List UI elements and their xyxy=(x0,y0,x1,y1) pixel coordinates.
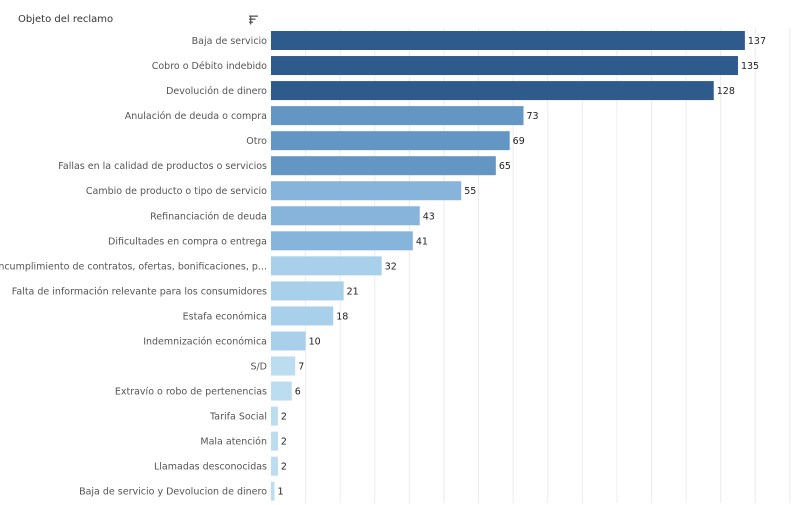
category-label: Mala atención xyxy=(200,437,267,448)
category-label: Anulación de deuda o compra xyxy=(125,111,267,122)
gridlines xyxy=(305,28,791,503)
category-label: Incumplimiento de contratos, ofertas, bo… xyxy=(0,261,267,272)
value-label: 10 xyxy=(309,336,321,347)
category-label: Indemnización económica xyxy=(143,336,267,347)
bar[interactable] xyxy=(271,31,745,50)
bar[interactable] xyxy=(271,131,510,151)
bar[interactable] xyxy=(271,481,275,501)
chart-header-title: Objeto del reclamo xyxy=(18,14,114,25)
value-label: 137 xyxy=(748,36,766,47)
bar[interactable] xyxy=(271,231,413,251)
category-label: Cambio de producto o tipo de servicio xyxy=(86,186,267,197)
value-label: 2 xyxy=(281,462,287,473)
bar[interactable] xyxy=(271,331,306,351)
value-label: 1 xyxy=(277,487,283,498)
bar[interactable] xyxy=(271,256,382,276)
category-label: Fallas en la calidad de productos o serv… xyxy=(58,161,267,172)
value-label: 128 xyxy=(717,86,735,97)
bar[interactable] xyxy=(271,56,738,76)
bar[interactable] xyxy=(271,181,462,201)
value-label: 41 xyxy=(416,236,428,247)
value-label: 55 xyxy=(464,186,476,197)
category-label: Refinanciación de deuda xyxy=(150,211,267,222)
bar[interactable] xyxy=(271,106,524,126)
category-label: Dificultades en compra o entrega xyxy=(108,236,267,247)
value-label: 32 xyxy=(385,261,397,272)
bar[interactable] xyxy=(271,356,296,376)
category-label: Tarifa Social xyxy=(209,412,267,423)
value-label: 69 xyxy=(513,136,525,147)
value-label: 18 xyxy=(336,311,348,322)
category-label: Falta de información relevante para los … xyxy=(12,286,267,297)
value-label: 73 xyxy=(527,111,539,122)
sort-descending-icon[interactable] xyxy=(249,15,259,25)
bar[interactable] xyxy=(271,381,292,401)
value-label: 43 xyxy=(423,211,435,222)
value-label: 65 xyxy=(499,161,511,172)
bar[interactable] xyxy=(271,431,278,451)
category-label: Otro xyxy=(246,136,267,147)
bar[interactable] xyxy=(271,206,420,226)
category-label: Devolución de dinero xyxy=(166,86,267,97)
category-label: Extravío o robo de pertenencias xyxy=(115,387,267,398)
value-label: 2 xyxy=(281,412,287,423)
category-label: S/D xyxy=(250,362,267,373)
bar[interactable] xyxy=(271,81,714,101)
category-label: Estafa económica xyxy=(183,311,267,322)
bar[interactable] xyxy=(271,156,496,176)
bar[interactable] xyxy=(271,306,334,326)
value-label: 2 xyxy=(281,437,287,448)
value-label: 7 xyxy=(298,362,304,373)
category-label: Baja de servicio y Devolucion de dinero xyxy=(79,487,267,498)
bar[interactable] xyxy=(271,281,344,301)
bar[interactable] xyxy=(271,406,278,426)
category-label: Llamadas desconocidas xyxy=(154,462,267,473)
category-label: Baja de servicio xyxy=(192,36,268,47)
category-label: Cobro o Débito indebido xyxy=(152,61,267,72)
value-label: 21 xyxy=(347,286,359,297)
bar[interactable] xyxy=(271,456,278,476)
value-label: 135 xyxy=(741,61,759,72)
value-label: 6 xyxy=(295,387,301,398)
